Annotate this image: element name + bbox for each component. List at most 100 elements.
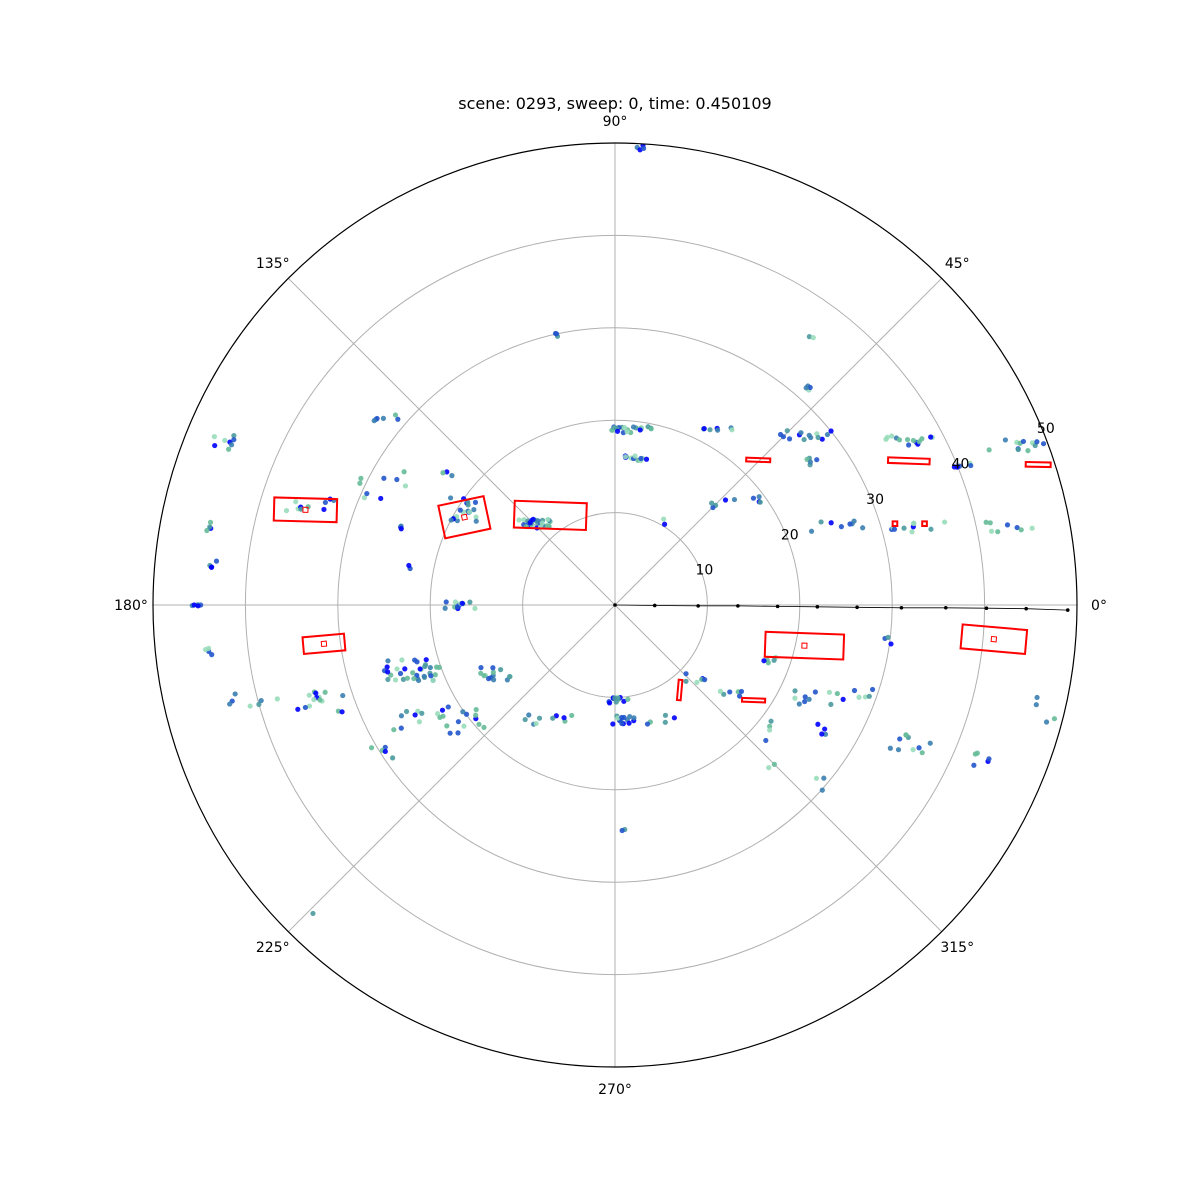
radar-point: [802, 694, 808, 700]
radar-point: [798, 430, 804, 436]
radar-point: [452, 599, 459, 605]
grid-spoke-315: [614, 604, 943, 933]
radar-point: [767, 723, 773, 729]
radar-point: [717, 688, 723, 694]
radar-point: [619, 714, 625, 721]
radar-point: [232, 691, 238, 697]
radar-point: [911, 520, 917, 526]
radar-point: [442, 605, 448, 611]
annotation-box-rect: [1024, 461, 1052, 469]
radar-point: [536, 715, 543, 721]
radar-point: [612, 695, 618, 701]
radar-point: [553, 331, 560, 337]
radar-point: [606, 700, 613, 706]
annotation-box: [272, 496, 339, 524]
ego-heading-point: [652, 603, 657, 608]
radial-tick-label: 30: [866, 492, 884, 508]
radar-point: [411, 675, 417, 682]
radar-point: [378, 495, 384, 502]
radar-point: [803, 385, 809, 391]
radar-point: [763, 737, 769, 744]
annotation-box: [675, 678, 684, 702]
radar-point: [815, 721, 821, 727]
annotation-box: [959, 623, 1029, 656]
radar-point: [701, 426, 707, 432]
radar-point: [1020, 438, 1027, 445]
annotation-box: [301, 632, 347, 655]
radar-point: [371, 418, 377, 424]
annotation-box-center: [460, 513, 468, 521]
radar-point: [416, 719, 423, 725]
radar-point: [322, 499, 328, 506]
radar-point: [662, 521, 668, 527]
radar-point: [227, 701, 233, 707]
radar-point: [869, 686, 876, 693]
annotation-box-rect: [891, 520, 899, 527]
annotation-box-rect: [886, 456, 931, 466]
radar-point: [380, 415, 387, 421]
radar-point: [621, 424, 628, 431]
radar-point: [436, 664, 442, 671]
radar-point: [927, 740, 933, 746]
radar-point: [400, 676, 407, 682]
angle-tick-label: 315°: [940, 940, 974, 956]
radar-point: [812, 689, 818, 695]
radar-point: [806, 334, 812, 340]
radar-point: [305, 504, 311, 510]
radar-point: [1034, 694, 1040, 701]
radar-point: [808, 528, 815, 534]
radar-point: [624, 429, 630, 435]
radar-point: [473, 514, 479, 520]
radar-point: [417, 666, 423, 672]
radar-point: [298, 506, 304, 512]
radar-point: [862, 694, 869, 700]
radar-point: [546, 523, 552, 529]
radar-point: [415, 708, 421, 714]
radar-point: [838, 524, 844, 530]
radar-point: [807, 459, 813, 465]
annotation-box-rect: [959, 623, 1029, 656]
radar-point: [539, 520, 545, 526]
radar-point: [906, 442, 912, 448]
radar-point: [819, 787, 825, 793]
radar-point: [824, 431, 831, 438]
radar-point: [533, 720, 539, 727]
radar-point: [364, 490, 370, 497]
radar-point: [988, 528, 995, 534]
radar-point: [473, 518, 479, 524]
radar-point: [971, 762, 977, 768]
radar-point: [414, 659, 420, 665]
radar-point: [802, 698, 808, 705]
radar-point: [472, 499, 479, 505]
radar-point: [311, 696, 317, 703]
radar-point: [498, 667, 504, 673]
radar-point: [968, 462, 974, 469]
grid-spoke-225: [287, 604, 616, 933]
radar-point: [909, 529, 915, 535]
radar-point: [283, 508, 290, 514]
radar-point: [895, 747, 902, 753]
radar-point: [293, 499, 299, 505]
radar-point: [395, 416, 401, 422]
radar-point: [440, 713, 446, 719]
radar-point: [819, 436, 825, 442]
radar-point: [481, 724, 487, 730]
annotation-box-rect: [921, 520, 928, 527]
radar-point: [398, 725, 404, 731]
radar-point: [399, 657, 405, 663]
annotation-box-center: [990, 635, 998, 643]
annotation-box-rect: [272, 496, 339, 524]
annotation-box: [891, 520, 899, 527]
radar-point: [756, 494, 762, 500]
radar-point: [527, 520, 533, 526]
radar-point: [792, 695, 798, 701]
radar-point: [207, 519, 214, 525]
radar-point: [430, 677, 436, 683]
radial-tick-label: 10: [695, 563, 713, 579]
radar-point: [828, 428, 834, 434]
radar-point: [1034, 439, 1040, 445]
radar-point: [731, 496, 738, 503]
radar-point: [406, 562, 412, 569]
radar-point: [904, 436, 911, 443]
